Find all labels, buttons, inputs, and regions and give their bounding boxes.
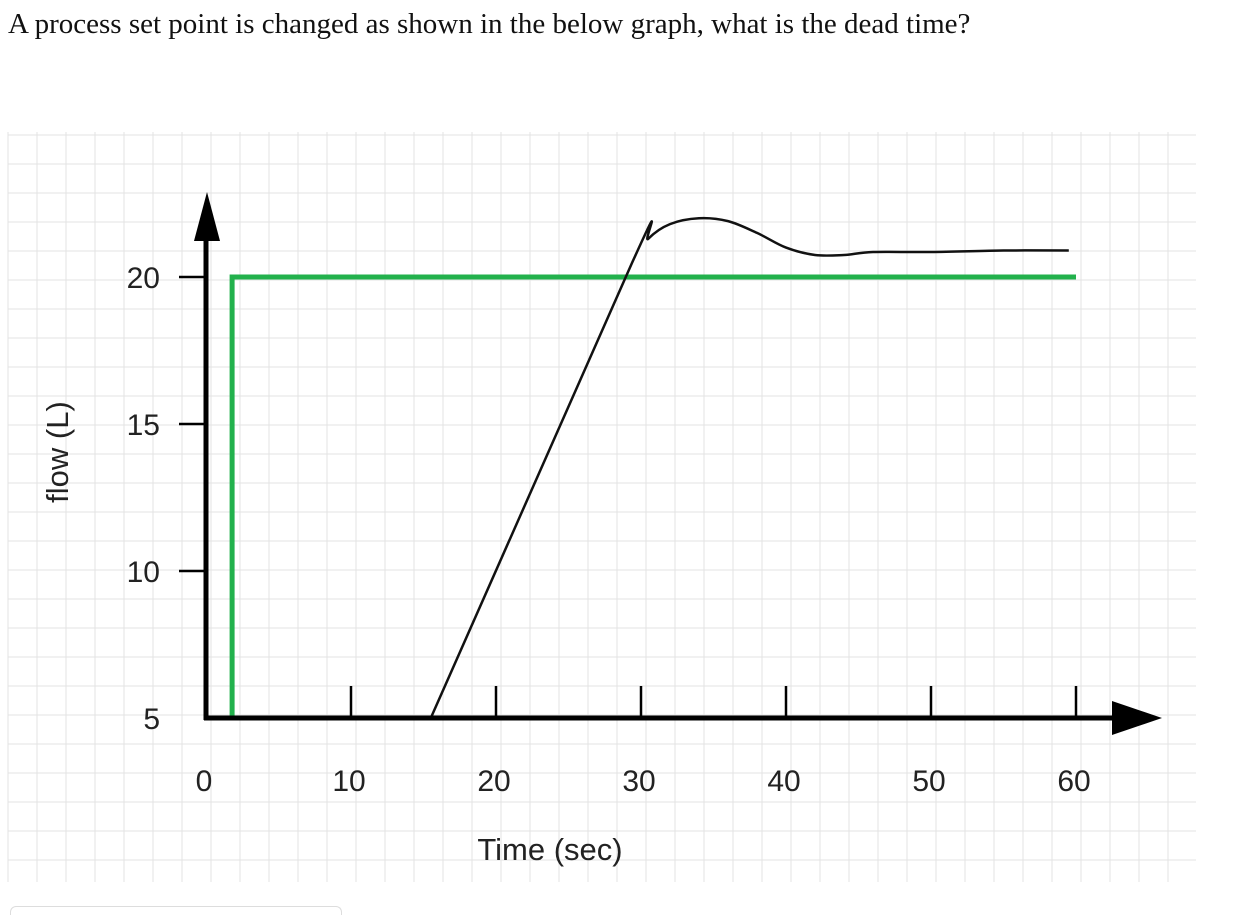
y-tick-label: 5 [143,703,160,736]
y-axis-arrowhead [194,192,220,241]
response-curve [429,216,1069,719]
x-tick-label: 40 [767,765,800,798]
y-axis-title: flow (L) [40,401,75,503]
chart-axes [194,192,1162,735]
answer-box-edge [10,906,342,915]
x-axis-title: Time (sec) [477,832,622,867]
x-tick-label: 0 [196,765,213,798]
setpoint-line [206,274,1076,721]
y-tick-label: 15 [127,409,160,442]
x-tick-label: 50 [912,765,945,798]
y-tick-label: 10 [127,556,160,589]
chart-grid [7,132,1196,882]
x-tick-label: 30 [622,765,655,798]
x-tick-label: 60 [1057,765,1090,798]
y-tick-label: 20 [127,262,160,295]
question-text: A process set point is changed as shown … [8,8,971,40]
x-axis-arrowhead [1112,701,1162,735]
x-tick-label: 10 [332,765,365,798]
x-tick-label: 20 [477,765,510,798]
chart-series [206,216,1076,721]
chart-ticks: 0 10 20 30 40 50 60 5 10 15 20 [127,262,1091,798]
